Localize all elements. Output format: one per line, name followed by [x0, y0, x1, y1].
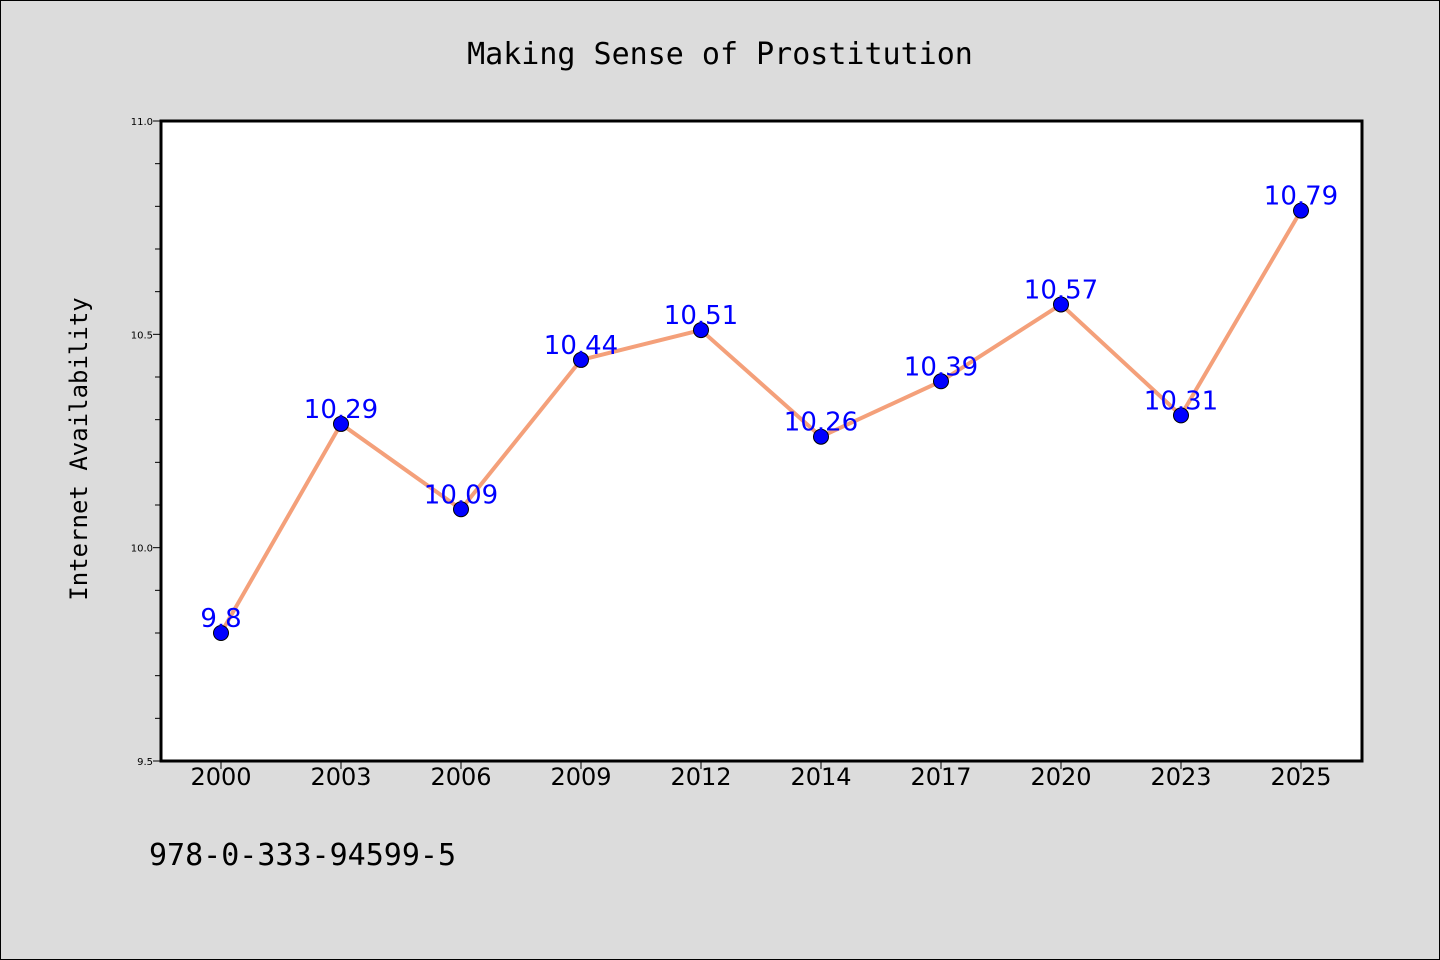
data-point: [1053, 296, 1069, 313]
y-axis: 9.5 10.0 10.5 11.0: [131, 117, 161, 768]
data-point: [813, 428, 829, 445]
x-tick-label: 2020: [1030, 763, 1091, 791]
chart-title: Making Sense of Prostitution: [467, 37, 973, 72]
data-label: 10.09: [424, 480, 498, 510]
data-label: 10.29: [304, 395, 378, 425]
markers-group: [213, 202, 1309, 641]
data-point: [1293, 202, 1309, 219]
x-tick-label: 2023: [1150, 763, 1211, 791]
data-point: [333, 415, 349, 432]
x-tick-label: 2012: [670, 763, 731, 791]
isbn-text: 978-0-333-94599-5: [149, 838, 456, 873]
data-labels-group: 9.8 10.29 10.09 10.44 10.51 10.26 10.39 10.57 10…: [200, 182, 1338, 634]
data-point: [693, 322, 709, 339]
data-label: 10.51: [664, 301, 738, 331]
series-line-group: [219, 209, 1303, 634]
data-label: 10.57: [1024, 275, 1098, 305]
x-tick-label: 2014: [790, 763, 851, 791]
data-point: [1173, 407, 1189, 424]
data-label: 10.79: [1264, 182, 1338, 212]
y-tick-label: 9.5: [137, 757, 153, 768]
y-axis-label: Internet Availability: [65, 297, 93, 600]
data-label: 10.39: [904, 352, 978, 382]
x-tick-label: 2017: [910, 763, 971, 791]
y-tick-label: 11.0: [131, 117, 153, 128]
data-label: 9.8: [200, 604, 241, 634]
x-tick-label: 2025: [1270, 763, 1331, 791]
data-point: [573, 351, 589, 368]
y-tick-label: 10.5: [131, 330, 153, 341]
x-tick-label: 2000: [190, 763, 251, 791]
data-point: [453, 501, 469, 518]
x-tick-label: 2003: [310, 763, 371, 791]
y-tick-label: 10.0: [131, 544, 153, 555]
data-point: [933, 373, 949, 390]
data-label: 10.26: [784, 408, 858, 438]
data-point: [213, 625, 229, 641]
plot-area: [159, 119, 1364, 763]
data-label: 10.31: [1144, 386, 1218, 416]
data-label: 10.44: [544, 331, 618, 361]
x-axis: 2000 2003 2006 2009 2012 2014 2017 2020 2023 2025: [190, 761, 1332, 791]
x-tick-label: 2009: [550, 763, 611, 791]
series-line: [219, 209, 1303, 634]
x-tick-label: 2006: [430, 763, 491, 791]
